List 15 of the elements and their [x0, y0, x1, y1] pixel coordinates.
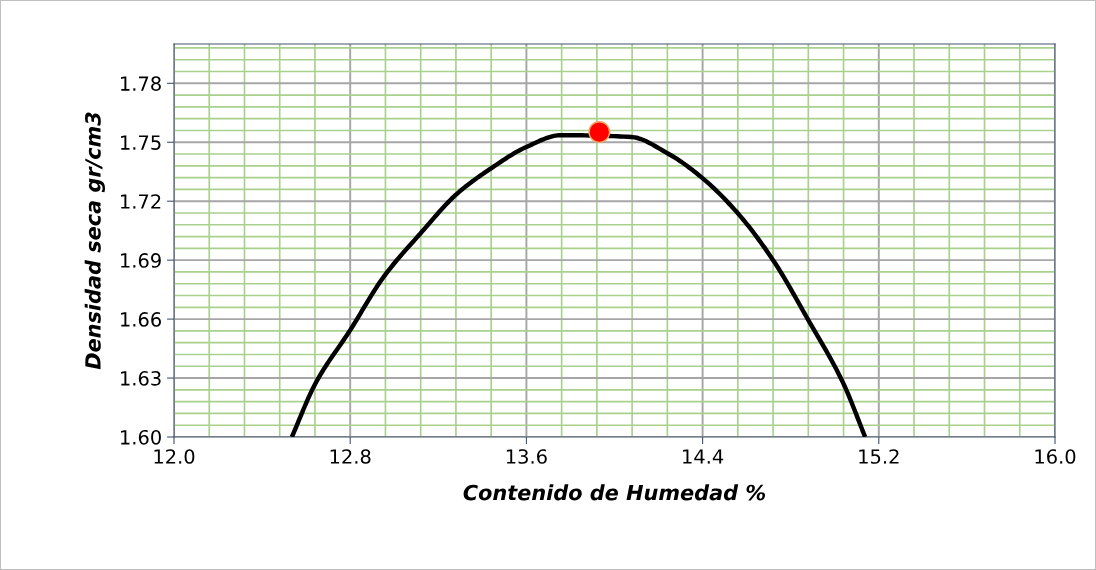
x-axis-title: Contenido de Humedad % — [463, 484, 766, 501]
y-tick-label: 1.69 — [121, 253, 161, 268]
x-tick-label: 16.0 — [1035, 449, 1076, 464]
y-tick-label: 1.66 — [121, 312, 161, 327]
y-tick-label: 1.72 — [121, 194, 161, 209]
y-axis-title: Densidad seca gr/cm3 — [84, 112, 106, 370]
y-tick-label: 1.63 — [121, 371, 161, 386]
x-tick-label: 13.6 — [506, 449, 547, 464]
x-tick-label: 15.2 — [859, 449, 899, 464]
x-tick-label: 12.0 — [154, 449, 195, 464]
y-tick-label: 1.75 — [121, 135, 161, 150]
x-tick-label: 12.8 — [330, 449, 371, 464]
x-tick-label: 14.4 — [683, 449, 724, 464]
y-tick-label: 1.78 — [121, 76, 161, 91]
y-tick-label: 1.60 — [121, 429, 161, 445]
